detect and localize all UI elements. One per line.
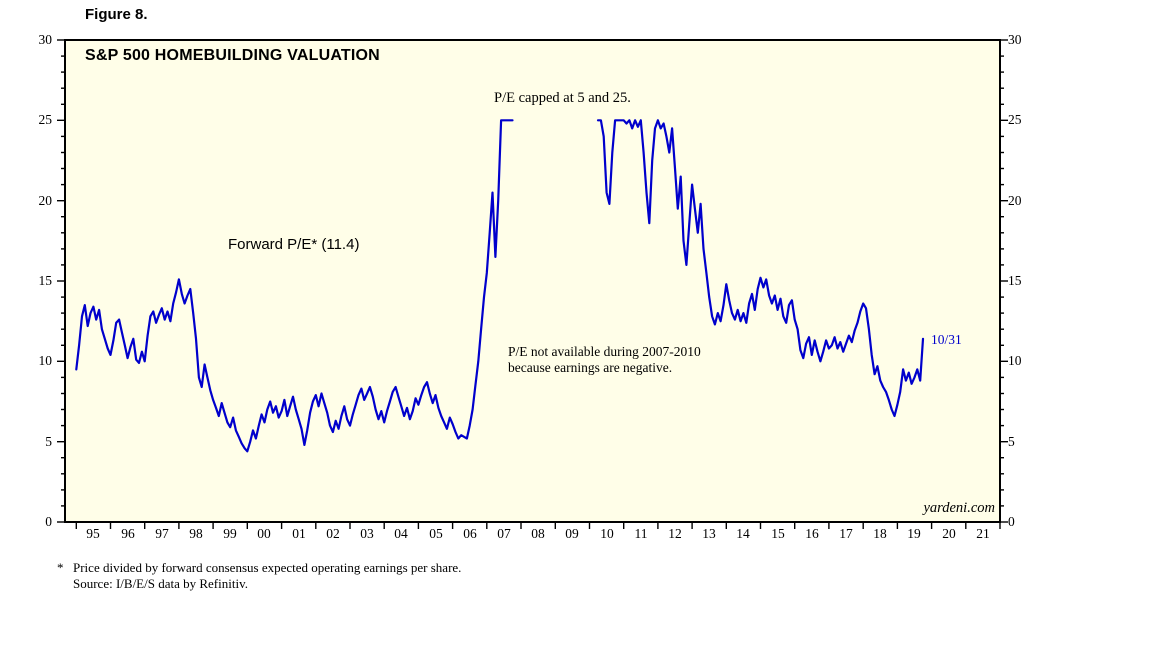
x-tick-label: 05 — [429, 526, 443, 541]
x-tick-label: 17 — [839, 526, 853, 541]
x-tick-label: 18 — [873, 526, 887, 541]
y-tick-label-right: 30 — [1008, 32, 1022, 47]
y-tick-label-left: 5 — [45, 434, 52, 449]
chart-title: S&P 500 HOMEBUILDING VALUATION — [85, 47, 380, 64]
x-tick-label: 98 — [189, 526, 203, 541]
x-tick-label: 00 — [257, 526, 271, 541]
y-tick-label-right: 10 — [1008, 353, 1022, 368]
x-tick-label: 04 — [394, 526, 408, 541]
y-axis-labels-left: 0 5 10 15 20 25 30 — [14, 0, 53, 648]
x-tick-label: 10 — [600, 526, 614, 541]
y-tick-label-left: 30 — [38, 32, 53, 47]
x-tick-label: 13 — [702, 526, 716, 541]
x-tick-label: 97 — [155, 526, 169, 541]
y-tick-label-left: 10 — [38, 353, 53, 368]
x-tick-label: 03 — [360, 526, 374, 541]
y-tick-label-left: 25 — [38, 112, 53, 127]
x-tick-label: 16 — [805, 526, 819, 541]
footnote-marker: * — [57, 560, 64, 575]
x-tick-label: 15 — [771, 526, 785, 541]
x-tick-label: 07 — [497, 526, 511, 541]
series-label-annotation: Forward P/E* (11.4) — [228, 236, 360, 253]
y-tick-label-right: 15 — [1008, 273, 1022, 288]
plot-area — [64, 39, 1001, 523]
x-tick-label: 21 — [976, 526, 990, 541]
y-tick-label-right: 25 — [1008, 112, 1022, 127]
x-tick-label: 95 — [86, 526, 100, 541]
gap-note-annotation: P/E not available during 2007-2010 becau… — [508, 344, 701, 377]
gap-note-line1: P/E not available during 2007-2010 — [508, 344, 701, 359]
footnote-line1: Price divided by forward consensus expec… — [73, 560, 462, 575]
forward-pe-line — [596, 119, 925, 418]
x-tick-label: 19 — [907, 526, 921, 541]
x-tick-label: 14 — [736, 526, 750, 541]
footnote: * Price divided by forward consensus exp… — [57, 560, 461, 593]
last-date-label: 10/31 — [931, 332, 962, 347]
x-tick-label: 20 — [942, 526, 956, 541]
gap-note-line2: because earnings are negative. — [508, 360, 673, 376]
x-tick-label: 96 — [121, 526, 135, 541]
x-tick-label: 08 — [531, 526, 545, 541]
y-tick-label-left: 0 — [45, 514, 52, 529]
x-tick-label: 12 — [668, 526, 682, 541]
y-tick-label-right: 0 — [1008, 514, 1015, 529]
y-tick-label-right: 20 — [1008, 193, 1022, 208]
cap-note-annotation: P/E capped at 5 and 25. — [494, 90, 631, 106]
figure-label: Figure 8. — [85, 6, 148, 23]
y-axis-labels-right: 0 5 10 15 20 25 30 — [1008, 0, 1046, 648]
y-tick-label-left: 20 — [38, 193, 53, 208]
y-tick-label-right: 5 — [1008, 434, 1015, 449]
x-tick-label: 11 — [634, 526, 648, 541]
watermark: yardeni.com — [923, 500, 995, 516]
forward-pe-line — [75, 119, 514, 453]
x-tick-label: 99 — [223, 526, 237, 541]
x-tick-label: 01 — [292, 526, 306, 541]
y-tick-label-left: 15 — [38, 273, 53, 288]
footnote-line2: Source: I/B/E/S data by Refinitiv. — [73, 576, 248, 592]
x-tick-label: 09 — [565, 526, 579, 541]
footnote-text: Price divided by forward consensus expec… — [73, 560, 461, 593]
x-tick-label: 06 — [463, 526, 477, 541]
x-tick-label: 02 — [326, 526, 340, 541]
